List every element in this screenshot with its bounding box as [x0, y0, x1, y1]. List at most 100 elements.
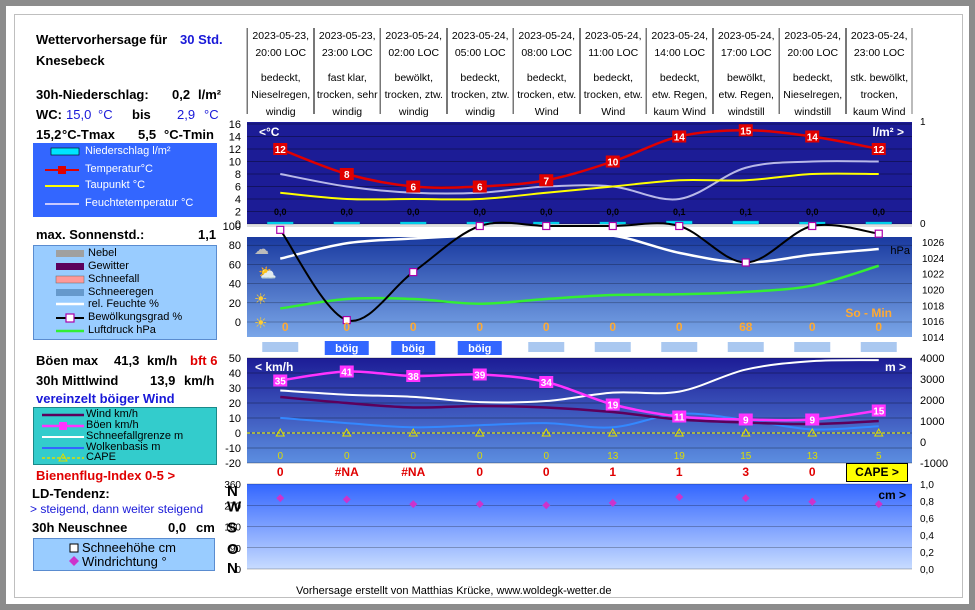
header-w3: kaum Wind [852, 106, 906, 118]
gust-value-label: 11 [674, 413, 685, 424]
temp-value-label: 14 [807, 133, 819, 144]
gust-value-label: 41 [341, 368, 353, 379]
legend-item-cloudbase: Wolkenbasis m [86, 441, 161, 453]
forecast-column-header: 2023-05-24, 23:00 LOC stk. bewölkt, trocken… [845, 28, 913, 118]
bee-index-value: 0 [543, 465, 550, 479]
wind-tick-label: 40 [229, 368, 241, 380]
legend-wind: Wind km/h Böen km/h Schneefallgrenze m W… [33, 407, 217, 465]
snowline-line [280, 359, 879, 404]
temp-point [273, 143, 288, 155]
header-w1: bedeckt, [593, 72, 634, 84]
temp-value-label: 8 [344, 170, 350, 181]
newsnow-unit: cm [196, 520, 215, 535]
header-time: 23:00 LOC [321, 47, 373, 59]
header-time: 11:00 LOC [588, 47, 639, 59]
gust-flag-bg [457, 341, 502, 355]
wc-to-unit: °C [204, 107, 219, 122]
ld-value: > steigend, dann weiter steigend [30, 502, 204, 516]
wind-tick-label: -10 [225, 443, 241, 455]
wc-bis: bis [132, 107, 151, 122]
legend-item-snowdepth: Schneehöhe cm [82, 540, 176, 555]
wc-from-unit: °C [98, 107, 113, 122]
header-w1: stk. bewölkt, [850, 72, 909, 84]
direction-tick-label: 90 [230, 544, 242, 555]
cloudbase-line [280, 412, 879, 431]
wind-tick-label: 30 [229, 383, 241, 395]
bee-index-value: 0 [476, 465, 483, 479]
wind-axis-label: < km/h [255, 360, 293, 374]
header-w3: windig [265, 106, 296, 118]
precip-value-label: 0,0 [872, 207, 885, 217]
header-date: 2023-05-24, [584, 30, 642, 42]
gust-flag-label: böig [468, 343, 491, 355]
gust-flag-bg [324, 341, 369, 355]
header-date: 2023-05-24, [717, 30, 775, 42]
cape-value-label: 13 [807, 451, 819, 462]
legend-item-sleet: Schneeregen [88, 286, 154, 298]
header-w3: Wind [601, 106, 626, 118]
precip-tick-label: 0 [920, 219, 926, 230]
cape-point [541, 427, 552, 437]
forecast-column-header: 2023-05-23, 20:00 LOC bedeckt, Nieselregen,… [247, 28, 314, 118]
precip-value-label: 0,0 [407, 207, 420, 217]
wind-tick-label: 0 [235, 428, 241, 440]
weather-icon: ☀ [254, 315, 267, 332]
gust-strip-cell [528, 342, 565, 352]
header-w3: windig [332, 106, 363, 118]
wind-tick-label: 20 [229, 398, 241, 410]
forecast-column-header: 2023-05-24, 11:00 LOC bedeckt, trocken, etw… [579, 28, 647, 118]
cape-point [674, 427, 685, 437]
precip-value: 0,2 [172, 87, 191, 102]
header-w1: bedeckt, [460, 72, 501, 84]
cloudcover-point [409, 267, 418, 277]
gust-flag-label: böig [402, 343, 425, 355]
cloudcover-point [276, 225, 285, 234]
legend-item-gusts: Böen km/h [86, 419, 139, 431]
header-w1: bedeckt, [526, 72, 567, 84]
location-name: Knesebeck [36, 53, 105, 68]
weather-icon: ☁ [254, 241, 269, 258]
header-time: 08:00 LOC [521, 47, 573, 59]
temp-point [672, 130, 687, 143]
gust-strip-cell [262, 342, 299, 352]
legend-item-snowline: Schneefallgrenze m [86, 430, 184, 442]
compass-label: W [227, 498, 242, 515]
wc-from: 15,0 [66, 107, 92, 122]
wc-to: 2,9 [177, 107, 196, 122]
sun-minutes-label: 0 [875, 320, 882, 334]
precip-label: 30h-Niederschlag: [36, 87, 149, 102]
cloudcover-point [342, 315, 351, 325]
temp-point [406, 180, 421, 193]
gust-point [339, 365, 354, 378]
gust-value-label: 15 [873, 407, 885, 418]
gust-point [738, 413, 753, 426]
bee-index-value: 1 [609, 465, 616, 479]
cape-point [873, 427, 884, 437]
pressure-axis-label: hPa [890, 245, 910, 257]
cape-button[interactable]: CAPE > [846, 463, 908, 482]
cloudcover-point [675, 221, 684, 231]
header-date: 2023-05-24, [784, 30, 842, 42]
gust-point [871, 404, 886, 417]
height-tick-label: -1000 [920, 458, 948, 470]
cape-point [408, 427, 419, 437]
sun-label: max. Sonnenstd.: [36, 227, 145, 242]
sun-minutes-label: 0 [343, 320, 350, 334]
meanwind-unit: km/h [184, 373, 215, 388]
pressure-tick-label: 1016 [922, 317, 945, 328]
header-w2: etw. Regen, [652, 89, 708, 101]
wind-tick-label: 50 [229, 353, 241, 365]
legend-snow-direction: Schneehöhe cm Windrichtung ° [33, 538, 215, 571]
gust-value-label: 34 [541, 378, 553, 389]
legend-item-temp: Temperatur°C [85, 163, 153, 175]
winddir-point [409, 500, 418, 509]
winddir-point [475, 500, 484, 509]
winddir-point [808, 497, 817, 506]
temp-value-label: 6 [477, 183, 483, 194]
temp-value-label: 10 [607, 158, 619, 169]
gust-line [280, 370, 879, 422]
cloud-tick-label: 80 [229, 240, 241, 252]
gust-flag-bg [391, 341, 436, 355]
sun-value: 1,1 [198, 227, 217, 242]
